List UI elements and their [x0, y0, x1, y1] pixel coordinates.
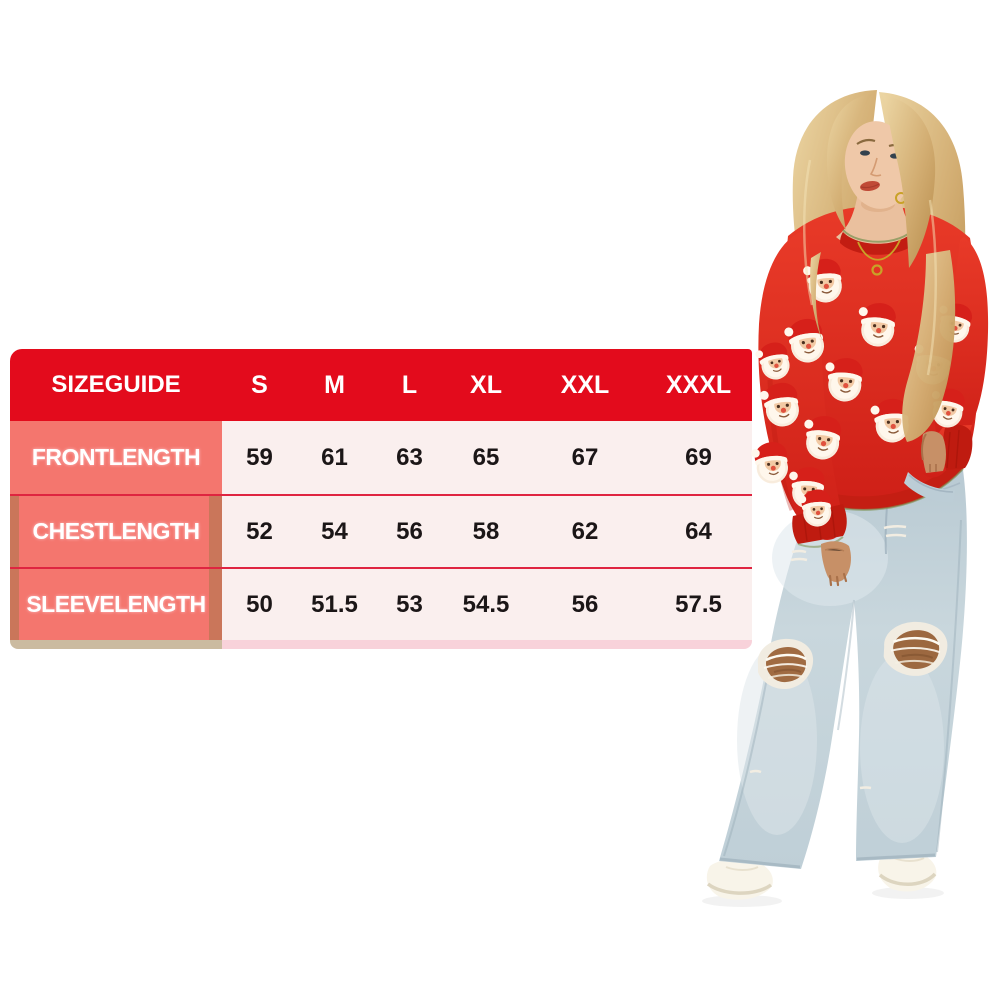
sneaker-right — [878, 850, 937, 892]
size-value-cell: 67 — [525, 421, 645, 494]
row-label-frontlength: FRONTLENGTH — [10, 421, 222, 494]
size-value-cell: 64 — [645, 496, 752, 567]
size-guide-table: SIZEGUIDE S M L XL XXL XXXL FRONTLENGTH … — [10, 349, 752, 649]
size-value-cell: 61 — [297, 421, 372, 494]
size-value-cell: 53 — [372, 569, 447, 640]
jeans-rip — [749, 524, 907, 790]
col-header-l: L — [401, 370, 418, 399]
ground-shadow — [702, 895, 782, 907]
size-value-cell: 51.5 — [297, 569, 372, 640]
nose — [869, 157, 882, 177]
size-value-cell: 69 — [645, 421, 752, 494]
sneaker-left — [706, 858, 773, 900]
table-title: SIZEGUIDE — [51, 371, 181, 398]
size-value-cell: 54.5 — [447, 569, 525, 640]
col-header-xxxl: XXXL — [665, 370, 732, 399]
model-photo — [702, 90, 989, 907]
size-value-cell: 56 — [372, 496, 447, 567]
size-value-cell: 58 — [447, 496, 525, 567]
hand-right — [921, 431, 946, 473]
table-row-sleevelength: SLEEVELENGTH 50 51.5 53 54.5 56 57.5 — [10, 567, 752, 640]
hand-left — [821, 541, 851, 587]
size-value-cell: 54 — [297, 496, 372, 567]
col-header-xl: XL — [470, 370, 502, 399]
knee-hole-right — [883, 621, 948, 676]
row-label-sleevelength: SLEEVELENGTH — [10, 569, 222, 640]
table-bottom-strip — [10, 640, 752, 649]
size-value-cell: 52 — [222, 496, 297, 567]
eyebrow — [856, 138, 876, 145]
col-header-m: M — [324, 370, 345, 399]
size-value-cell: 57.5 — [645, 569, 752, 640]
table-row-chestlength: CHESTLENGTH 52 54 56 58 62 64 — [10, 494, 752, 567]
size-value-cell: 62 — [525, 496, 645, 567]
size-value-cell: 63 — [372, 421, 447, 494]
lips — [860, 181, 880, 191]
ground-shadow — [872, 887, 944, 899]
size-value-cell: 65 — [447, 421, 525, 494]
col-header-xxl: XXL — [560, 370, 610, 399]
knee-hole-left — [757, 638, 814, 690]
size-value-cell: 56 — [525, 569, 645, 640]
table-row-frontlength: FRONTLENGTH 59 61 63 65 67 69 — [10, 421, 752, 494]
size-value-cell: 59 — [222, 421, 297, 494]
size-value-cell: 50 — [222, 569, 297, 640]
table-header-row: SIZEGUIDE S M L XL XXL XXXL — [10, 349, 752, 421]
hair-front — [802, 94, 956, 442]
necklace — [857, 239, 901, 276]
jeans — [719, 470, 967, 869]
eye — [860, 150, 870, 156]
col-header-s: S — [251, 370, 268, 399]
row-label-chestlength: CHESTLENGTH — [10, 496, 222, 567]
pocket-stitch — [908, 474, 954, 493]
